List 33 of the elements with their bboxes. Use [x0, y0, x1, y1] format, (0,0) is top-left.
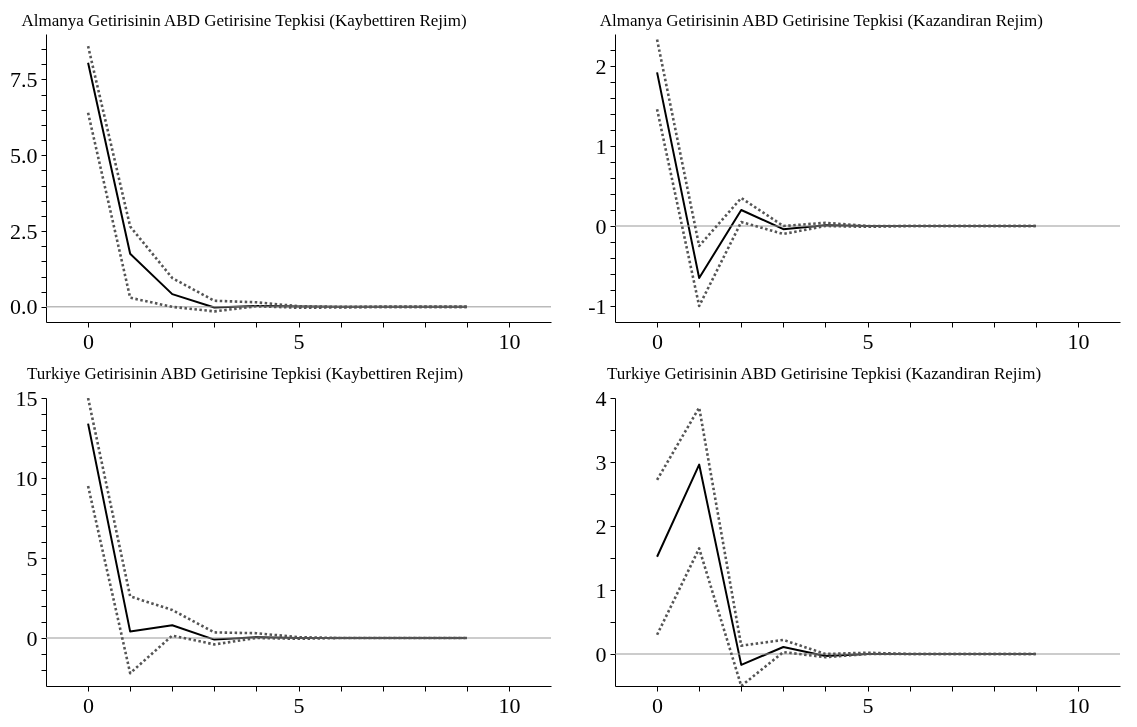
x-tick-label: 0 [652, 692, 664, 718]
y-tick-label: 2.5 [10, 218, 38, 244]
x-tick-label: 0 [83, 328, 95, 354]
y-tick-label: 5 [26, 545, 38, 571]
x-tick-label: 5 [293, 692, 305, 718]
y-tick-label: 15 [15, 385, 38, 411]
x-tick-label: 0 [652, 328, 664, 354]
x-tick-label: 10 [1067, 692, 1090, 718]
chart-title: Turkiye Getirisinin ABD Getirisine Tepkisi (Kazandiran Rejim) [607, 364, 1042, 383]
y-tick-label: 4 [595, 385, 607, 411]
x-tick-label: 0 [83, 692, 95, 718]
chart-title: Almanya Getirisinin ABD Getirisine Tepkisi (Kazandiran Rejim) [599, 11, 1043, 30]
y-tick-label: 0.0 [10, 294, 38, 320]
x-tick-label: 10 [1067, 328, 1090, 354]
y-tick-label: 5.0 [10, 142, 38, 168]
y-tick-label: 0 [595, 641, 607, 667]
y-tick-label: 0 [595, 213, 607, 239]
x-tick-label: 5 [862, 328, 874, 354]
y-tick-label: 2 [595, 513, 607, 539]
x-tick-label: 5 [862, 692, 874, 718]
x-tick-label: 10 [498, 692, 521, 718]
chart-title: Turkiye Getirisinin ABD Getirisine Tepkisi (Kaybettiren Rejim) [27, 364, 464, 383]
y-tick-label: 1 [595, 133, 607, 159]
y-tick-label: 10 [15, 465, 38, 491]
y-tick-label: 3 [595, 449, 607, 475]
y-tick-label: 0 [26, 625, 38, 651]
chart-title: Almanya Getirisinin ABD Getirisine Tepkisi (Kaybettiren Rejim) [21, 11, 467, 30]
y-tick-label: 7.5 [10, 66, 38, 92]
y-tick-label: -1 [588, 293, 607, 319]
x-tick-label: 10 [498, 328, 521, 354]
y-tick-label: 1 [595, 577, 607, 603]
y-tick-label: 2 [595, 53, 607, 79]
x-tick-label: 5 [293, 328, 305, 354]
